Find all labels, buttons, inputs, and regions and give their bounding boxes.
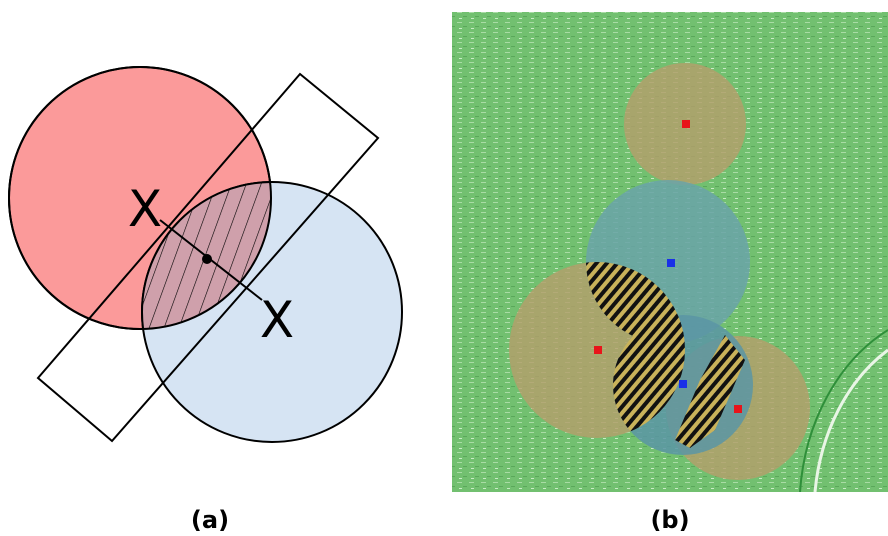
panel-a: X X (a) <box>9 67 402 534</box>
dot <box>682 120 690 128</box>
dot <box>667 259 675 267</box>
marker: X <box>128 180 162 238</box>
caption: (b) <box>650 506 689 534</box>
midpoint <box>202 254 212 264</box>
dot <box>679 380 687 388</box>
figure: X X (a) (b) <box>0 0 888 536</box>
marker: X <box>260 291 294 349</box>
dot <box>734 405 742 413</box>
dot <box>594 346 602 354</box>
panel-b <box>452 12 888 492</box>
caption: (a) <box>191 506 229 534</box>
